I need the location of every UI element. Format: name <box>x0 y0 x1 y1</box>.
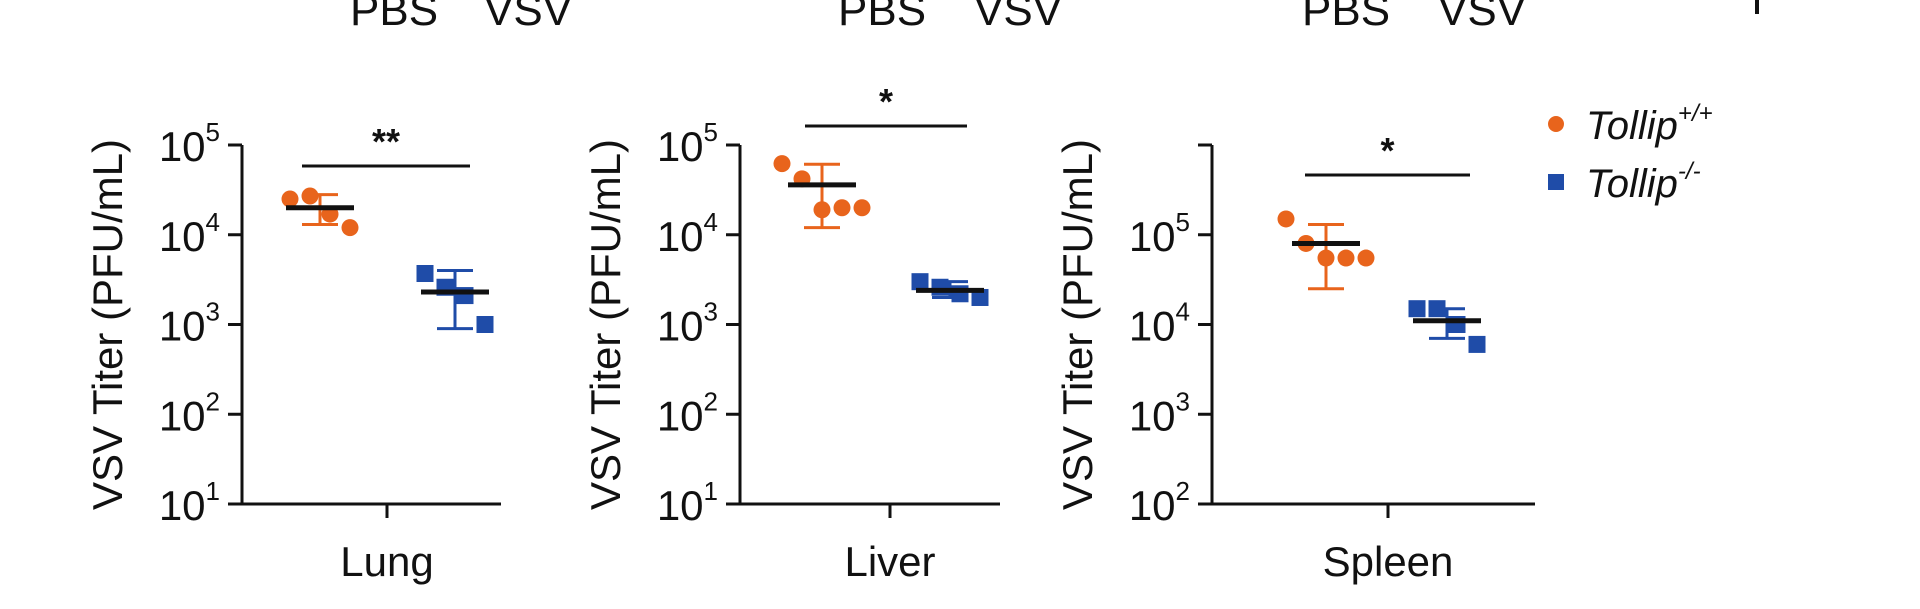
x-axis-label: Lung <box>340 538 433 585</box>
significance-label: ** <box>372 121 400 162</box>
y-axis-label: VSV Titer (PFU/mL) <box>84 139 131 510</box>
data-point-circle <box>813 201 831 219</box>
significance-label: * <box>879 81 893 122</box>
chart-panel-liver: 101 102 103 104 105 VSV Titer (PFU/mL) Liver * <box>582 81 1000 585</box>
data-point-circle <box>833 199 851 217</box>
liver-vsv-label: VSV <box>974 0 1063 35</box>
data-point-square <box>931 278 949 296</box>
y-tick-label: 104 <box>1129 297 1190 350</box>
y-tick-label: 103 <box>657 297 718 350</box>
data-point-square <box>1428 300 1446 318</box>
y-axis-label: VSV Titer (PFU/mL) <box>1054 139 1101 510</box>
legend-label-ko: Tollip-/- <box>1586 158 1701 206</box>
data-point-circle <box>1337 249 1355 267</box>
y-tick-label: 105 <box>657 117 718 170</box>
y-tick-label: 102 <box>657 386 718 439</box>
data-point-square <box>971 288 989 306</box>
data-point-square <box>416 265 434 283</box>
significance-label: * <box>1380 130 1394 171</box>
y-tick-label: 101 <box>159 476 220 529</box>
data-point-circle <box>1317 249 1335 267</box>
y-tick-label: 105 <box>159 117 220 170</box>
y-axis-label: VSV Titer (PFU/mL) <box>582 139 629 510</box>
data-point-circle <box>1277 210 1295 228</box>
lung-vsv-label: VSV <box>484 0 573 35</box>
legend-square-icon <box>1548 174 1564 190</box>
y-tick-label: 105 <box>1129 207 1190 260</box>
corner-tick-mark <box>1755 0 1759 14</box>
spleen-vsv-label: VSV <box>1438 0 1527 35</box>
data-point-square <box>1468 335 1486 353</box>
data-point-square <box>476 316 494 333</box>
chart-panel-lung: 101 102 103 104 105 VSV Titer (PFU/mL) Lung ** <box>84 117 501 585</box>
y-tick-label: 104 <box>657 207 718 260</box>
y-tick-label: 103 <box>159 297 220 350</box>
data-point-circle <box>301 187 319 205</box>
y-tick-label: 102 <box>159 386 220 439</box>
y-tick-label: 101 <box>657 476 718 529</box>
data-point-circle <box>773 155 791 173</box>
data-point-circle <box>341 219 359 237</box>
data-point-circle <box>853 199 871 217</box>
data-point-circle <box>1357 249 1375 267</box>
y-tick-label: 104 <box>159 207 220 260</box>
lung-pbs-label: PBS <box>350 0 439 35</box>
data-point-square <box>911 273 929 291</box>
y-tick-label: 102 <box>1129 476 1190 529</box>
data-point-square <box>1408 300 1426 318</box>
liver-pbs-label: PBS <box>838 0 927 35</box>
y-tick-label: 103 <box>1129 386 1190 439</box>
data-point-square <box>951 285 969 303</box>
legend-circle-icon <box>1548 116 1564 132</box>
data-point-circle <box>281 190 299 208</box>
x-axis-label: Spleen <box>1323 538 1454 585</box>
chart-panel-spleen: 102 103 104 105 VSV Titer (PFU/mL) Spleen * <box>1054 130 1535 585</box>
x-axis-label: Liver <box>844 538 935 585</box>
legend-label-wt: Tollip+/+ <box>1586 100 1713 148</box>
spleen-pbs-label: PBS <box>1302 0 1391 35</box>
